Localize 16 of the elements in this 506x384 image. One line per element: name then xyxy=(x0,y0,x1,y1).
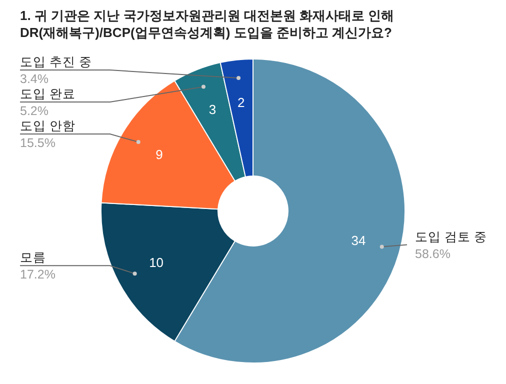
slice-label: 도입 완료 xyxy=(20,87,76,102)
data-label: 2 xyxy=(238,94,245,110)
slice-label: 도입 안함 xyxy=(20,119,76,134)
text: 15.5% xyxy=(20,136,56,150)
slice-label: 도입 추진 중 xyxy=(20,55,92,70)
text: 17.2% xyxy=(20,268,56,282)
slice-label: 모름 xyxy=(20,250,46,265)
chart-title: 1. 귀 기관은 지난 국가정보자원관리원 대전본원 화재사태로 인해 DR(재해복구)/BCP(업무연속성계획) 도입을 준비하고 계신가요? xyxy=(20,8,394,40)
data-label: 3 xyxy=(208,102,216,117)
data-label: 9 xyxy=(156,147,163,162)
data-label: 10 xyxy=(149,254,164,270)
text: 3.4% xyxy=(20,72,48,86)
slice-label: 도입 검토 중 xyxy=(415,230,487,244)
text: 58.6% xyxy=(415,246,450,261)
data-label: 34 xyxy=(351,232,366,248)
text: 5.2% xyxy=(20,104,48,118)
